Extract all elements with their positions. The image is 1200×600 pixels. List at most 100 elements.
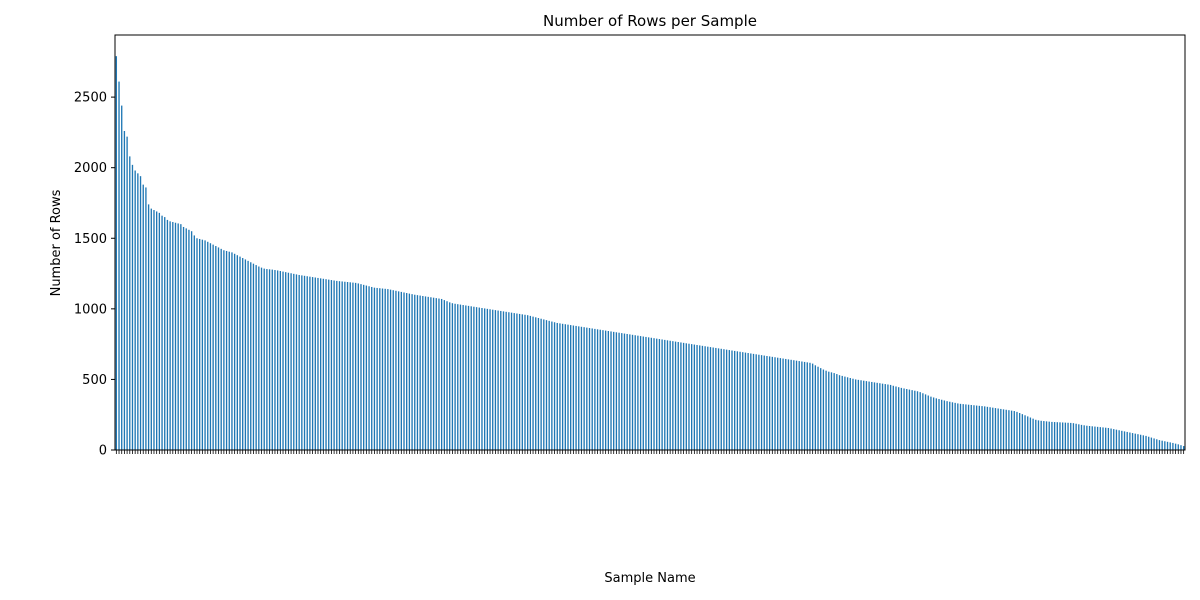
bar bbox=[1016, 411, 1018, 450]
bar bbox=[1129, 432, 1131, 450]
bar bbox=[674, 341, 677, 450]
bar bbox=[790, 359, 792, 450]
bar bbox=[137, 173, 139, 450]
bar bbox=[1131, 433, 1134, 450]
bar bbox=[220, 248, 222, 450]
bar bbox=[185, 228, 187, 450]
bar bbox=[244, 259, 247, 450]
bar bbox=[271, 269, 273, 450]
bar bbox=[1169, 442, 1171, 450]
bar bbox=[1174, 443, 1177, 450]
bar bbox=[914, 390, 916, 450]
bar bbox=[435, 298, 437, 450]
bar bbox=[118, 81, 120, 450]
bar bbox=[691, 344, 693, 450]
bar bbox=[449, 302, 451, 450]
bar bbox=[379, 288, 381, 450]
bar bbox=[656, 338, 658, 450]
bar bbox=[545, 320, 548, 450]
bar bbox=[443, 300, 445, 450]
bar bbox=[311, 277, 314, 450]
bar bbox=[941, 399, 943, 450]
bar bbox=[787, 359, 790, 450]
bar bbox=[1105, 427, 1107, 450]
bar bbox=[518, 313, 521, 450]
bar bbox=[594, 328, 596, 450]
bar bbox=[653, 338, 655, 450]
bar bbox=[274, 270, 276, 450]
bar bbox=[954, 402, 956, 450]
bar bbox=[849, 378, 851, 450]
bar bbox=[650, 337, 653, 450]
bar bbox=[196, 238, 198, 450]
bar bbox=[451, 303, 454, 450]
bar bbox=[865, 381, 868, 450]
bar bbox=[551, 321, 553, 450]
bar bbox=[446, 301, 448, 450]
bar bbox=[352, 282, 354, 450]
bar bbox=[293, 273, 295, 450]
bar bbox=[559, 323, 561, 450]
bar bbox=[139, 176, 142, 450]
bar bbox=[1070, 422, 1072, 450]
bar bbox=[422, 296, 424, 450]
bar bbox=[207, 241, 209, 450]
bar bbox=[1064, 422, 1067, 450]
bar bbox=[981, 406, 983, 450]
bar bbox=[793, 360, 795, 450]
bar bbox=[258, 266, 260, 450]
bar bbox=[532, 316, 534, 450]
bar bbox=[1029, 417, 1032, 450]
bar bbox=[621, 333, 623, 450]
bar bbox=[473, 306, 475, 450]
bar bbox=[1139, 434, 1142, 450]
bar bbox=[922, 393, 924, 450]
bar bbox=[489, 309, 491, 450]
bar bbox=[1083, 425, 1085, 450]
bar bbox=[465, 305, 467, 450]
bar bbox=[325, 279, 327, 450]
bar bbox=[1118, 430, 1120, 450]
bar bbox=[537, 318, 540, 450]
bar bbox=[301, 275, 303, 450]
bar bbox=[626, 333, 628, 450]
bar bbox=[524, 314, 526, 450]
bar bbox=[467, 305, 470, 450]
x-axis-label: Sample Name bbox=[604, 571, 695, 586]
bar bbox=[341, 281, 343, 450]
bar bbox=[854, 379, 857, 450]
bar bbox=[572, 325, 575, 450]
bar bbox=[596, 329, 599, 450]
bar bbox=[924, 394, 927, 450]
bar bbox=[811, 363, 814, 450]
bar bbox=[1121, 430, 1123, 450]
bar bbox=[685, 343, 687, 450]
bar bbox=[475, 307, 478, 450]
bar bbox=[553, 322, 556, 450]
bar bbox=[868, 381, 870, 450]
bar bbox=[169, 221, 171, 450]
bar bbox=[384, 288, 386, 450]
bar bbox=[1035, 419, 1037, 450]
bar bbox=[677, 342, 679, 450]
bar bbox=[1056, 422, 1058, 450]
bar bbox=[833, 373, 835, 450]
bar bbox=[529, 315, 532, 450]
bar bbox=[1045, 421, 1048, 450]
bar bbox=[457, 304, 459, 450]
bar bbox=[994, 408, 997, 450]
bar bbox=[403, 292, 405, 450]
bar bbox=[693, 344, 696, 450]
bar bbox=[543, 319, 545, 450]
bar bbox=[1043, 421, 1045, 450]
bar bbox=[898, 387, 900, 450]
bar bbox=[1113, 429, 1115, 450]
bar bbox=[333, 280, 335, 450]
bar bbox=[959, 403, 962, 450]
bar bbox=[602, 330, 604, 450]
bar bbox=[1123, 431, 1126, 450]
bar bbox=[583, 327, 585, 450]
bar bbox=[454, 303, 456, 450]
bar bbox=[462, 305, 464, 450]
bar bbox=[328, 279, 330, 450]
